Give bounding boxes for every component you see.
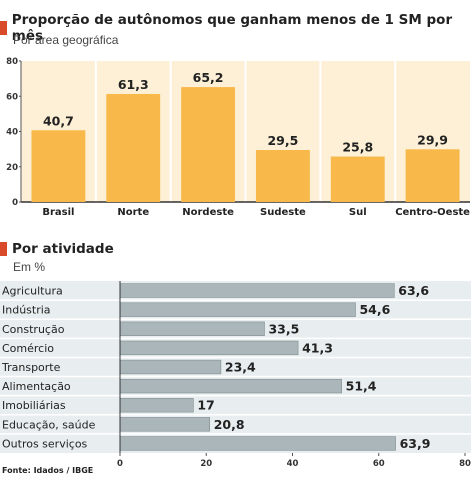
chart1-value-label: 29,5: [267, 133, 298, 148]
chart2-value-label: 63,9: [400, 436, 431, 451]
chart2-xtick-label: 40: [287, 459, 299, 469]
chart2-xtick-label: 80: [459, 459, 471, 469]
chart2-bar-0: [119, 283, 395, 298]
chart2-bar-4: [119, 359, 222, 375]
chart2-value-label: 41,3: [302, 340, 333, 355]
chart1-category-label: Brasil: [42, 207, 74, 218]
chart1-category-label: Sul: [349, 207, 367, 218]
chart1-category-label: Centro-Oeste: [395, 207, 470, 218]
chart1-header: Proporção de autônomos que ganham menos …: [0, 12, 471, 44]
chart2-subtitle: Em %: [13, 260, 46, 274]
chart1-value-label: 65,2: [193, 70, 224, 85]
chart1-value-label: 40,7: [43, 113, 74, 128]
chart2-category-label: Construção: [2, 323, 65, 336]
source-note: Fonte: Idados / IBGE: [2, 466, 94, 475]
chart2-bar-3: [119, 340, 299, 356]
chart1-bar-5: [405, 149, 460, 202]
chart1-ytick-label: 40: [6, 128, 18, 138]
chart2-value-label: 23,4: [225, 360, 256, 375]
chart1-bar-0: [31, 130, 86, 202]
chart2-category-label: Agricultura: [2, 285, 63, 298]
chart2-header: Por atividade: [0, 241, 114, 257]
chart2-category-label: Indústria: [2, 304, 51, 317]
chart1-category-label: Nordeste: [182, 207, 234, 218]
chart1-category-label: Sudeste: [260, 207, 306, 218]
chart2-bar-8: [119, 436, 396, 451]
chart1-title: Proporção de autônomos que ganham menos …: [11, 12, 453, 44]
chart2-xtick-label: 0: [117, 459, 123, 469]
chart1-ytick-label: 0: [12, 198, 18, 208]
header-marker: [0, 242, 7, 256]
chart2-xtick-label: 20: [200, 459, 212, 469]
chart2-bar-5: [119, 378, 342, 394]
chart2-value-label: 33,5: [268, 321, 299, 336]
chart2-value-label: 63,6: [398, 283, 429, 298]
chart1-value-label: 29,9: [417, 132, 448, 147]
chart2-bar-2: [119, 321, 265, 336]
chart2-value-label: 17: [197, 398, 214, 413]
chart2-title: Por atividade: [12, 241, 114, 257]
chart2-bar-1: [119, 302, 356, 317]
chart1-subtitle: Por área geográfica: [13, 33, 119, 47]
chart2-bar-6: [119, 398, 194, 413]
chart2-category-label: Comércio: [2, 342, 54, 355]
chart1-ytick-label: 80: [6, 57, 18, 67]
chart2-category-label: Transporte: [1, 361, 61, 374]
chart2-xtick-label: 60: [373, 459, 385, 469]
chart1-bar-2: [181, 87, 236, 202]
chart1-ytick-label: 60: [6, 92, 18, 102]
chart1-value-label: 61,3: [118, 77, 149, 92]
chart1-category-label: Norte: [117, 207, 149, 218]
chart2-value-label: 51,4: [346, 379, 377, 394]
chart1-bar-4: [330, 156, 385, 202]
chart2-value-label: 20,8: [214, 417, 245, 432]
chart2-category-label: Educação, saúde: [2, 418, 96, 431]
chart1-value-label: 25,8: [342, 140, 373, 155]
chart2-category-label: Alimentação: [2, 380, 71, 393]
header-marker: [0, 21, 7, 35]
chart1-ytick-label: 20: [6, 163, 18, 173]
chart2-value-label: 54,6: [359, 302, 390, 317]
chart2-category-label: Imobiliárias: [2, 399, 66, 412]
chart1-bar-1: [106, 93, 161, 202]
chart2-bar-7: [119, 417, 210, 432]
chart2-category-label: Outros serviços: [2, 437, 88, 450]
chart1-bar-3: [255, 150, 310, 202]
